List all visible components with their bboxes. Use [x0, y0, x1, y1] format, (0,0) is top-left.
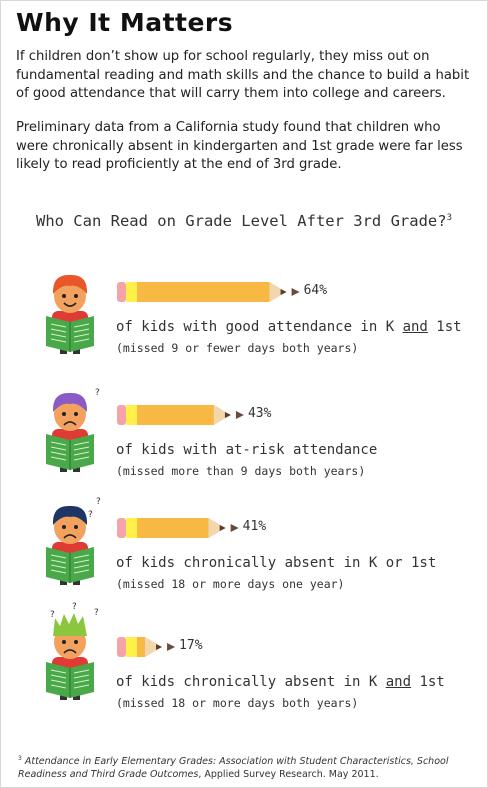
value-label: 17%: [179, 638, 203, 653]
pencil-lead: [156, 644, 163, 650]
value-arrow: [291, 288, 300, 296]
worried-kid-icon: [46, 505, 94, 585]
page-title: Why It Matters: [16, 8, 234, 37]
pencil-eraser: [117, 637, 126, 657]
pencil-lead: [224, 412, 231, 418]
pencil-lead: [280, 289, 287, 295]
pencil-band: [126, 518, 137, 538]
category-label: of kids chronically absent in K or 1st: [116, 555, 437, 571]
value-arrow: [230, 524, 239, 532]
pencil-tip: [269, 282, 287, 302]
category-note: (missed 9 or fewer days both years): [116, 341, 359, 355]
pencil-bar-2: [117, 405, 244, 425]
pencil-bar-3: [117, 518, 239, 538]
pencil-band: [126, 282, 137, 302]
pencil-body: [137, 282, 270, 302]
value-label: 64%: [303, 283, 328, 298]
sad-kid-icon: [46, 613, 94, 700]
category-label: of kids chronically absent in K and 1st: [116, 674, 445, 690]
value-arrow: [235, 411, 244, 419]
pencil-body: [137, 518, 209, 538]
category-label: of kids with good attendance in K and 1s…: [116, 319, 462, 335]
pencil-tip: [213, 405, 231, 425]
question-mark: ?: [88, 510, 93, 520]
chart-title: Who Can Read on Grade Level After 3rd Gr…: [35, 212, 453, 230]
question-mark: ?: [50, 610, 55, 620]
category-note: (missed 18 or more days one year): [116, 577, 345, 591]
pencil-eraser: [117, 405, 126, 425]
footnote: 3 Attendance in Early Elementary Grades:…: [18, 755, 449, 781]
pencil-tip: [208, 518, 226, 538]
pencil-bar-4: [117, 637, 176, 657]
happy-kid-icon: [46, 274, 94, 354]
value-label: 41%: [242, 519, 267, 534]
question-mark: ?: [96, 497, 101, 507]
question-mark: ?: [95, 388, 100, 398]
pencil-band: [126, 405, 137, 425]
study-paragraph: Preliminary data from a California study…: [16, 120, 463, 172]
pencil-bar-1: [117, 282, 300, 302]
value-arrow: [167, 643, 176, 651]
category-note: (missed more than 9 days both years): [116, 464, 366, 478]
pencil-eraser: [117, 518, 126, 538]
category-label: of kids with at-risk attendance: [116, 442, 378, 458]
pencil-body: [137, 405, 214, 425]
question-mark: ?: [72, 602, 77, 612]
worried-kid-icon: [46, 392, 94, 472]
pencil-tip: [145, 637, 163, 657]
pencil-eraser: [117, 282, 126, 302]
category-note: (missed 18 or more days both years): [116, 696, 359, 710]
intro-paragraph: If children don’t show up for school reg…: [16, 49, 470, 101]
pencil-band: [126, 637, 137, 657]
question-mark: ?: [94, 608, 99, 618]
pencil-lead: [219, 525, 226, 531]
pencil-body: [137, 637, 146, 657]
value-label: 43%: [247, 406, 272, 421]
